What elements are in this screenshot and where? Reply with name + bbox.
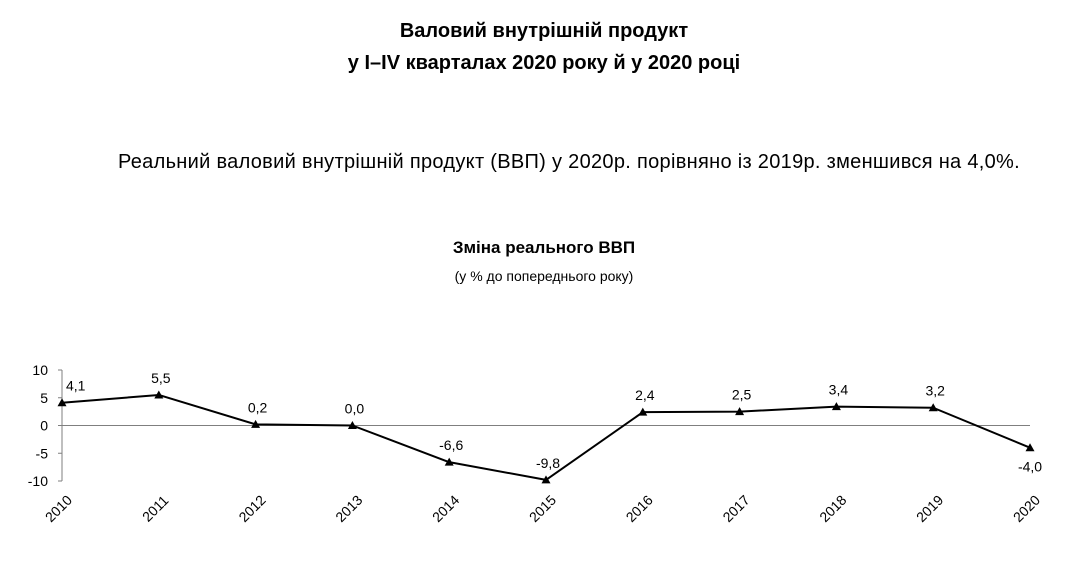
x-tick-label: 2018 — [816, 492, 849, 525]
data-label: -9,8 — [536, 455, 560, 471]
data-point-marker — [831, 402, 841, 411]
data-label: 3,4 — [829, 382, 849, 398]
x-tick-label: 2017 — [719, 492, 752, 525]
data-label: 4,1 — [66, 378, 86, 394]
data-label: -6,6 — [439, 437, 463, 453]
data-point-marker — [638, 407, 648, 416]
data-point-marker — [444, 457, 454, 466]
x-tick-label: 2019 — [913, 492, 946, 525]
data-label: 0,2 — [248, 399, 268, 415]
data-label: 5,5 — [151, 370, 171, 386]
x-tick-label: 2015 — [526, 492, 559, 525]
y-tick-label: -5 — [36, 445, 49, 461]
data-point-marker — [928, 403, 938, 412]
data-label: 2,4 — [635, 387, 655, 403]
data-label: -4,0 — [1018, 459, 1042, 475]
y-tick-label: -10 — [28, 473, 48, 489]
chart-subtitle: (у % до попереднього року) — [454, 268, 634, 284]
x-tick-label: 2010 — [42, 492, 75, 525]
data-label: 3,2 — [925, 383, 945, 399]
y-tick-label: 5 — [40, 390, 48, 406]
x-tick-label: 2016 — [623, 492, 656, 525]
data-label: 0,0 — [345, 401, 365, 417]
data-point-marker — [154, 390, 164, 399]
x-tick-label: 2013 — [332, 492, 365, 525]
document-title-line2: у I–IV кварталах 2020 року й у 2020 році — [347, 52, 741, 74]
chart-title: Зміна реального ВВП — [452, 238, 636, 257]
x-tick-label: 2012 — [235, 492, 268, 525]
data-point-marker — [1025, 443, 1035, 452]
data-point-marker — [251, 419, 261, 428]
data-point-marker — [541, 475, 551, 484]
x-tick-label: 2020 — [1010, 492, 1043, 525]
data-label: 2,5 — [732, 387, 752, 403]
y-tick-label: 0 — [40, 418, 48, 434]
y-tick-label: 10 — [32, 362, 48, 378]
intro-paragraph: Реальний валовий внутрішній продукт (ВВП… — [118, 151, 1020, 173]
data-point-marker — [735, 407, 745, 416]
data-point-marker — [347, 421, 357, 429]
data-point-marker — [57, 398, 67, 407]
document-title-line1: Валовий внутрішній продукт — [399, 20, 689, 42]
x-tick-label: 2011 — [139, 492, 172, 525]
x-tick-label: 2014 — [429, 492, 462, 525]
